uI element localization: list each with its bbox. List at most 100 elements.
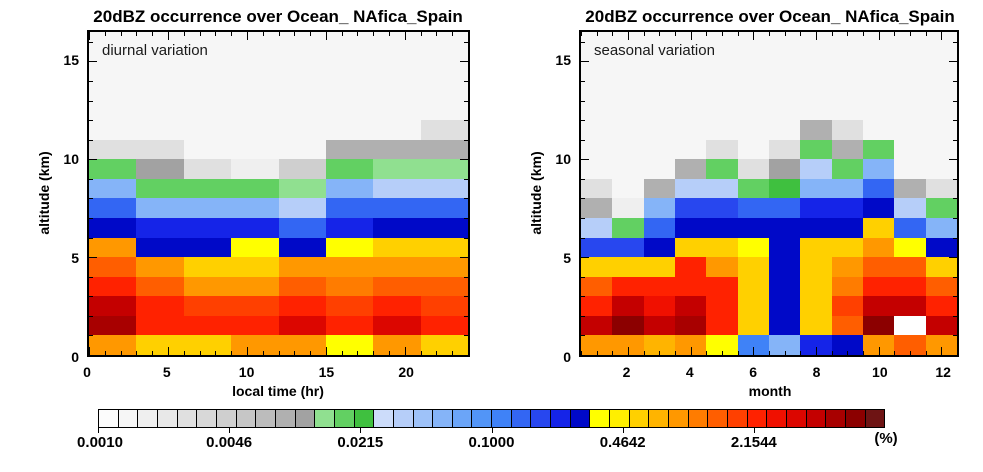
axis-tick [800,32,801,36]
axis-tick [310,32,311,36]
heatmap-cell [925,237,957,258]
heatmap-cell [769,276,801,297]
axis-tick [464,198,468,199]
heatmap-cell [737,198,769,218]
heatmap-cell [278,296,326,316]
axis-tick [953,277,957,278]
colorbar-segment [570,410,591,427]
heatmap-cell [420,335,468,355]
axis-tick [949,257,957,258]
heatmap-cell [894,61,926,81]
heatmap-cell [89,100,137,121]
heatmap-cell [136,237,184,258]
heatmap-cell [581,41,613,62]
colorbar-segment [275,410,296,427]
heatmap-cell [183,159,232,179]
right-x-axis-title: month [748,383,792,399]
colorbar-segment [413,410,434,427]
heatmap-cell [278,237,326,258]
heatmap-cell [581,296,613,316]
heatmap-cell [581,237,613,258]
axis-tick [263,351,264,355]
heatmap-cell [894,217,926,238]
heatmap-cell [581,61,613,81]
x-tick-label: 2 [622,364,631,380]
heatmap-cell [373,296,421,316]
heatmap-cell [831,120,863,140]
heatmap-cell [325,139,374,160]
axis-tick [953,198,957,199]
colorbar-segment [669,410,689,427]
heatmap-cell [737,100,769,121]
heatmap-cell [706,296,738,316]
heatmap-cell [643,159,675,179]
axis-tick [136,351,137,355]
heatmap-cell [769,178,801,199]
heatmap-cell [183,315,232,336]
axis-tick [464,42,468,43]
heatmap-cell [183,100,232,121]
axis-tick [863,351,864,355]
heatmap-cell [612,315,644,336]
axis-tick [949,159,957,160]
axis-tick [105,351,106,355]
heatmap-cell [136,100,184,121]
heatmap-cell [183,178,232,199]
heatmap-cell [89,217,137,238]
heatmap-cell [800,139,832,160]
colorbar-segment [99,410,119,427]
heatmap-cell [737,237,769,258]
axis-tick [581,81,585,82]
axis-tick [953,218,957,219]
axis-tick [231,32,232,36]
heatmap-cell [831,257,863,277]
heatmap-cell [136,198,184,218]
heatmap-cell [643,335,675,355]
y-tick-label: 15 [555,51,571,68]
heatmap-cell [325,159,374,179]
heatmap-cell [278,80,326,101]
heatmap-cell [894,296,926,316]
heatmap-cell [89,178,137,199]
heatmap-cell [769,61,801,81]
heatmap-cell [706,139,738,160]
left-x-axis-title: local time (hr) [232,383,324,399]
heatmap-cell [643,41,675,62]
heatmap-cell [325,41,374,62]
heatmap-cell [325,335,374,355]
axis-tick [89,347,90,355]
colorbar-segment [374,410,394,427]
heatmap-cell [89,41,137,62]
heatmap-cell [373,61,421,81]
colorbar-segment [531,410,552,427]
axis-tick [373,32,374,36]
heatmap-cell [831,198,863,218]
axis-tick [659,351,660,355]
heatmap-cell [925,80,957,101]
heatmap-cell [373,120,421,140]
colorbar-tick [98,428,99,433]
colorbar-tick [623,428,624,433]
axis-tick [294,351,295,355]
axis-tick [706,32,707,36]
colorbar-segment [688,410,709,427]
colorbar-segment [334,410,355,427]
colorbar-segment [157,410,178,427]
heatmap-cell [612,198,644,218]
heatmap-cell [373,41,421,62]
heatmap-cell [800,120,832,140]
axis-tick [89,159,97,160]
heatmap-cell [769,257,801,277]
colorbar-segment [433,410,453,427]
heatmap-cell [183,276,232,297]
heatmap-cell [612,335,644,355]
axis-tick [953,140,957,141]
heatmap-cell [325,198,374,218]
x-tick-label: 15 [318,364,335,380]
axis-tick [357,32,358,36]
heatmap-cell [581,120,613,140]
axis-tick [357,351,358,355]
heatmap-cell [643,178,675,199]
heatmap-cell [831,178,863,199]
axis-tick [581,351,582,355]
